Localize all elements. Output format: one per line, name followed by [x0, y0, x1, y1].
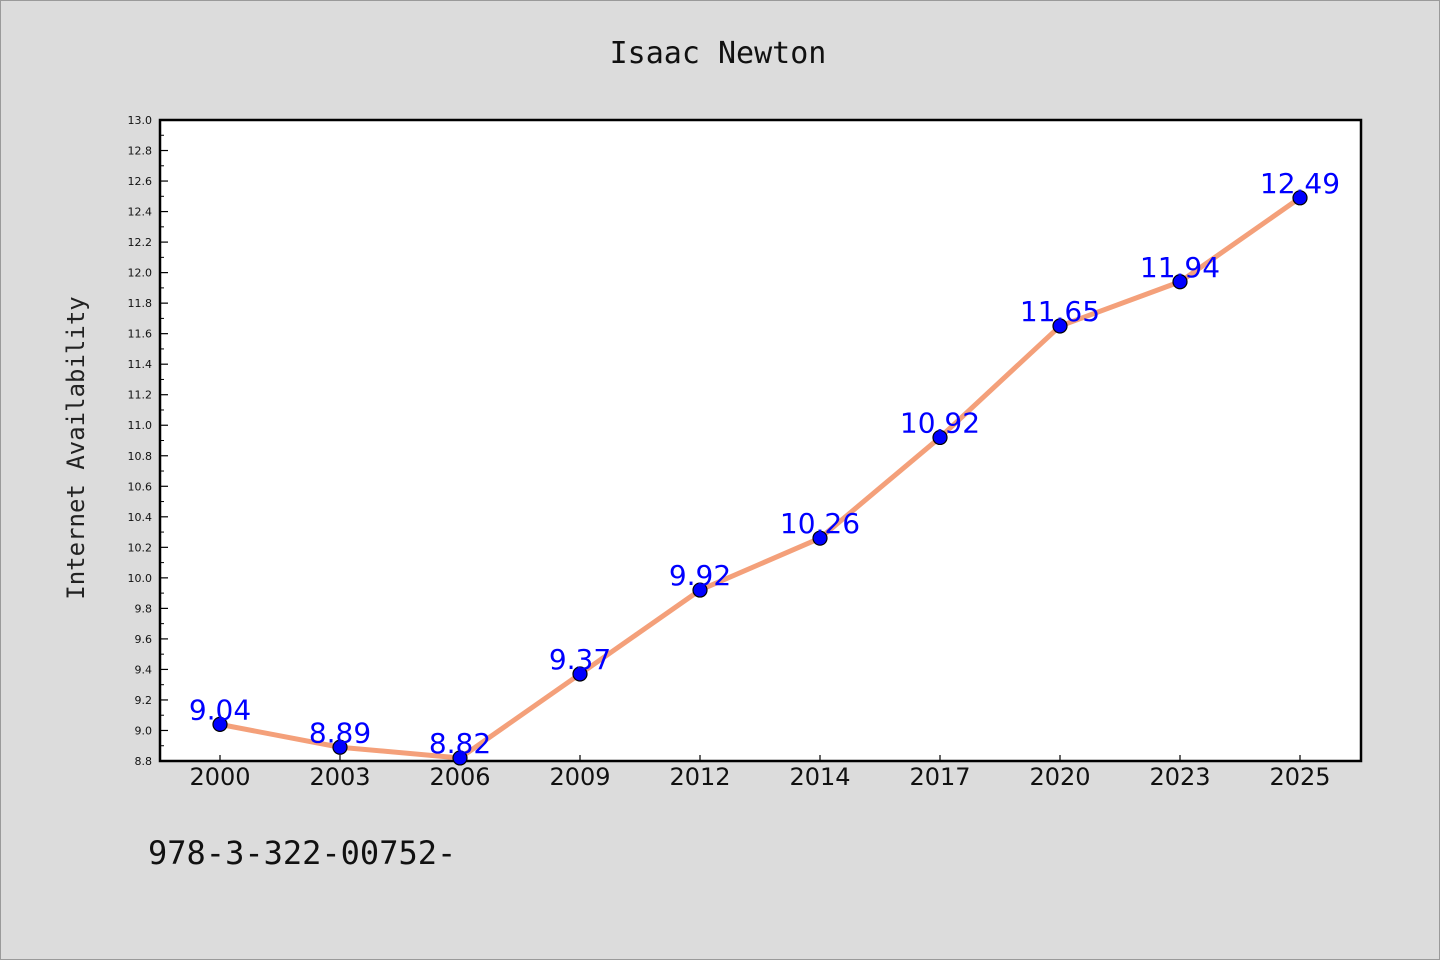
data-label: 12.49: [1260, 167, 1340, 200]
data-label: 9.04: [189, 693, 251, 726]
y-tick-label: 9.8: [135, 602, 153, 615]
data-point: [572, 666, 588, 682]
y-tick-label: 12.2: [128, 236, 153, 249]
y-tick-label: 11.0: [128, 419, 153, 432]
x-tick-label: 2009: [549, 763, 610, 791]
x-tick-label: 2006: [429, 763, 490, 791]
series-line: [217, 195, 1303, 761]
y-tick-label: 10.6: [128, 480, 153, 493]
data-label: 8.82: [429, 727, 491, 760]
y-tick-label: 10.8: [128, 450, 153, 463]
x-tick-label: 2025: [1269, 763, 1330, 791]
y-tick-label: 10.4: [128, 511, 153, 524]
series-markers: [212, 190, 1308, 766]
data-label: 8.89: [309, 716, 371, 749]
data-point: [452, 750, 468, 766]
y-tick-label: 11.2: [128, 389, 153, 402]
x-tick-label: 2003: [309, 763, 370, 791]
y-tick-label: 12.4: [128, 206, 153, 219]
y-tick-label: 10.2: [128, 541, 153, 554]
data-point: [1052, 318, 1068, 334]
y-tick-label: 10.0: [128, 572, 153, 585]
x-tick-label: 2014: [789, 763, 850, 791]
data-label: 9.37: [549, 643, 611, 676]
footer-isbn-text: 978-3-322-00752-: [148, 834, 456, 872]
y-tick-label: 9.2: [135, 694, 153, 707]
x-tick-label: 2000: [189, 763, 250, 791]
y-tick-label: 8.8: [135, 755, 153, 768]
data-point: [812, 530, 828, 546]
y-tick-label: 11.4: [128, 358, 153, 371]
x-tick-label: 2012: [669, 763, 730, 791]
y-tick-label: 9.4: [135, 663, 153, 676]
y-tick-label: 12.0: [128, 267, 153, 280]
y-tick-label: 11.6: [128, 328, 153, 341]
y-tick-label: 9.6: [135, 633, 153, 646]
data-point: [932, 429, 948, 446]
data-point: [1292, 190, 1308, 206]
data-point: [212, 716, 228, 732]
y-tick-label: 12.6: [128, 175, 153, 188]
y-tick-label: 11.8: [128, 297, 153, 310]
y-tick-label: 12.8: [128, 145, 153, 158]
y-axis-ticks: 8.8 9.0 9.2 9.4 9.6 9.8 10.0 10.2 10.4 10.6 10.8 11…: [128, 114, 168, 768]
x-tick-label: 2023: [1149, 763, 1210, 791]
data-label: 10.26: [780, 507, 860, 540]
data-point: [692, 582, 708, 598]
data-label: 9.92: [669, 559, 731, 592]
y-tick-label: 9.0: [135, 724, 153, 737]
x-tick-label: 2020: [1029, 763, 1090, 791]
data-labels: 9.04 8.89 8.82 9.37 9.92 10.26 10.92 11.65 11.94…: [189, 167, 1340, 760]
data-label: 11.65: [1020, 295, 1100, 328]
x-axis-ticks: 2000 2003 2006 2009 2012 2014 2017 2020 2023 2025: [189, 755, 1331, 791]
data-point: [332, 739, 348, 755]
y-tick-label: 13.0: [128, 114, 153, 127]
data-label: 11.94: [1140, 251, 1220, 284]
x-tick-label: 2017: [909, 763, 970, 791]
y-axis-label: Internet Availability: [62, 296, 90, 599]
plot-area: [158, 118, 1363, 763]
chart-title: Isaac Newton: [610, 36, 827, 71]
data-label: 10.92: [900, 406, 980, 439]
series-polyline: [217, 195, 1303, 761]
data-point: [1172, 274, 1188, 290]
